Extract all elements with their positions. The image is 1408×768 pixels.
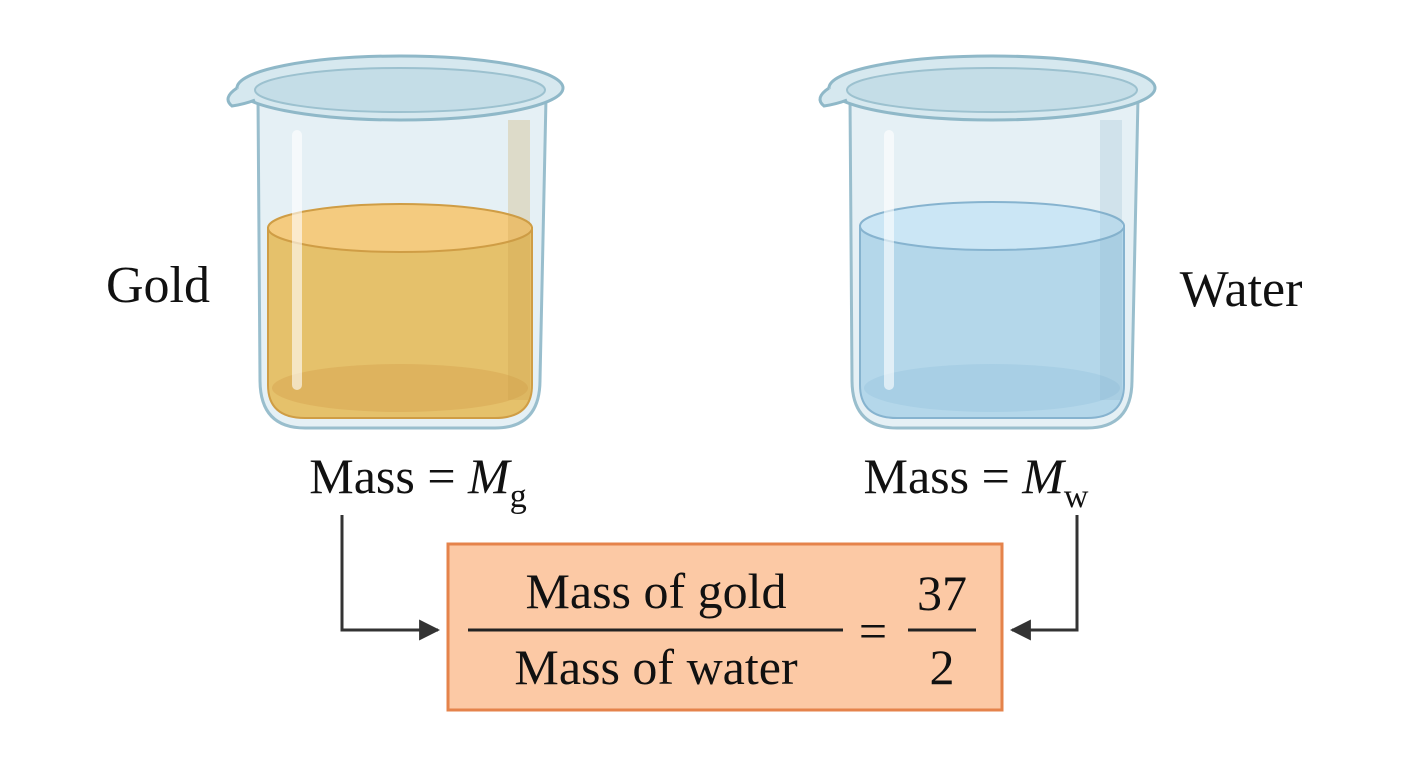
water-beaker [818,54,1157,430]
gold-beaker [226,54,565,430]
mass-subscript: w [1064,478,1089,515]
mass-symbol: M [1021,448,1066,504]
gold-label: Gold [106,257,210,314]
mass-prefix: Mass = [864,448,1010,504]
denominator: Mass of water [514,639,798,695]
formula-box [446,542,1004,712]
ratio-denominator: 2 [930,639,955,695]
mass-subscript: g [510,478,527,515]
mass-symbol: M [467,448,512,504]
water-label: Water [1180,261,1303,318]
equals-sign: = [859,603,887,659]
arrow [340,515,441,641]
ratio-numerator: 37 [917,565,967,621]
arrow [1009,515,1079,641]
mass-prefix: Mass = [309,448,455,504]
numerator: Mass of gold [525,563,786,619]
gold-mass: Mass = Mg [309,448,526,515]
water-mass: Mass = Mw [864,448,1089,515]
